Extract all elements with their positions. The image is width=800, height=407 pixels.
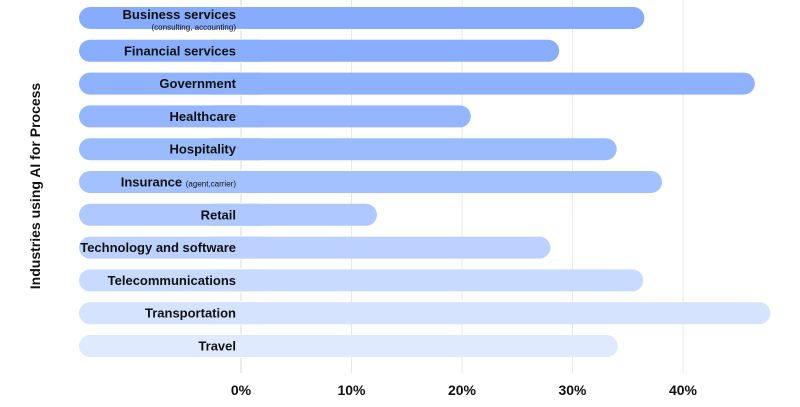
bar-base	[211, 171, 241, 193]
bar-base	[211, 302, 241, 325]
y-axis-title: Industries using AI for Process	[27, 83, 43, 290]
category-label: Insurance (agent,carrier)	[121, 175, 237, 190]
category-label-main: Insurance	[121, 175, 186, 190]
bar-base	[211, 203, 241, 226]
bar-base	[211, 7, 241, 29]
category-label: Financial services	[124, 43, 236, 58]
bar	[230, 138, 617, 161]
x-tick-label: 30%	[558, 382, 587, 398]
category-label: Business services	[123, 7, 236, 22]
bar-base	[211, 72, 241, 95]
category-label: Technology and software	[80, 240, 236, 255]
x-axis-ticks: 0% 10% 20% 30% 40%	[231, 382, 698, 398]
bar-base	[211, 269, 241, 292]
x-tick-label: 20%	[448, 382, 477, 398]
category-sublabel: (agent,carrier)	[186, 180, 237, 189]
category-label: Hospitality	[170, 142, 237, 157]
bar	[230, 7, 645, 29]
bar	[230, 39, 560, 62]
category-label: Travel	[198, 339, 236, 354]
bar-base	[211, 335, 241, 357]
category-label: Retail	[201, 207, 236, 222]
bars	[211, 7, 771, 357]
bar-base	[211, 105, 241, 128]
bar	[230, 72, 755, 95]
category-label: Transportation	[145, 306, 236, 321]
bar	[230, 236, 551, 259]
x-tick-label: 0%	[231, 382, 252, 398]
bar	[230, 335, 618, 357]
bar	[230, 171, 663, 193]
x-tick-label: 40%	[669, 382, 698, 398]
bar	[230, 269, 644, 292]
x-tick-label: 10%	[337, 382, 366, 398]
category-labels: Business services(consulting, accounting…	[80, 7, 237, 354]
bar	[230, 302, 771, 325]
bar	[230, 105, 471, 128]
bar-base	[211, 138, 241, 161]
bar-base	[211, 236, 241, 259]
bar-base	[211, 39, 241, 62]
category-label: Government	[159, 76, 236, 91]
category-label: Healthcare	[170, 109, 236, 124]
category-label: Telecommunications	[108, 273, 236, 288]
bar	[230, 203, 377, 226]
category-sublabel: (consulting, accounting)	[152, 23, 237, 32]
